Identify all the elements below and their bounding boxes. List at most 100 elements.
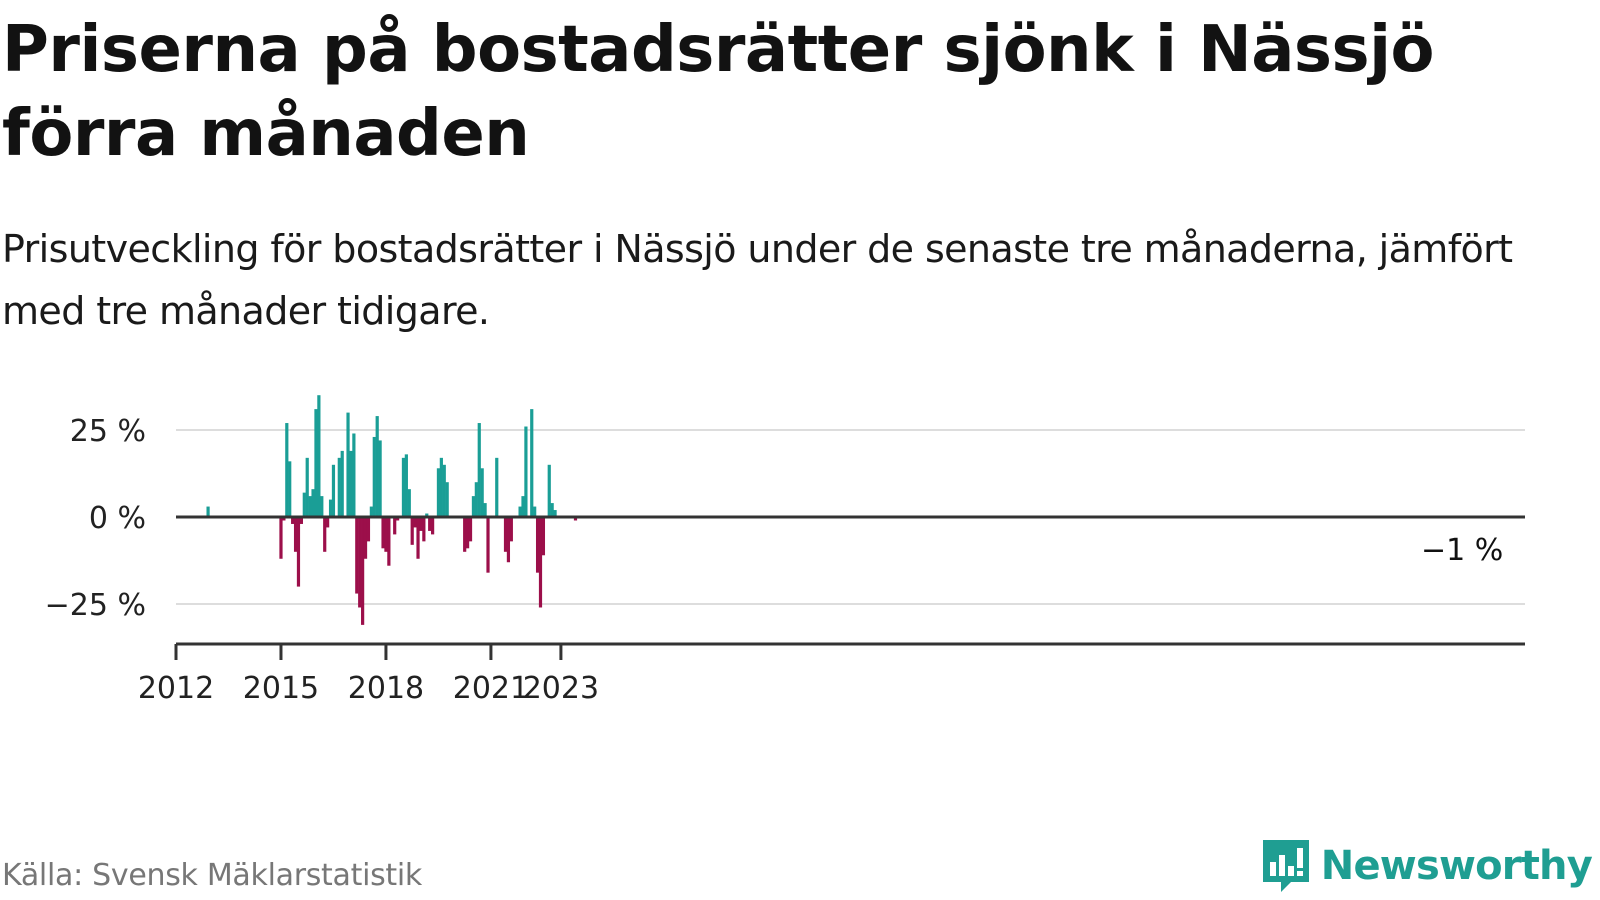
bar-negative xyxy=(541,517,546,556)
bar-negative xyxy=(410,517,414,545)
bar-positive xyxy=(533,506,537,517)
bar-negative xyxy=(463,517,467,552)
bar-negative xyxy=(413,517,417,528)
bar-negative xyxy=(396,517,400,521)
bar-positive xyxy=(340,450,344,517)
bar-positive xyxy=(530,409,534,517)
bar-negative xyxy=(355,517,359,594)
bar-positive xyxy=(305,457,309,517)
bar-negative xyxy=(384,517,388,552)
chart-subtitle: Prisutveckling för bostadsrätter i Nässj… xyxy=(2,227,1513,333)
grid-lines xyxy=(176,429,1525,605)
bar-positive xyxy=(547,464,551,517)
brand-name: Newsworthy xyxy=(1320,843,1593,889)
bar-negative xyxy=(361,517,365,625)
bar-negative xyxy=(422,517,426,542)
bar-positive xyxy=(337,457,341,517)
bar-negative xyxy=(393,517,397,535)
bar-positive xyxy=(483,503,487,517)
bar-negative xyxy=(323,517,327,552)
bar-negative xyxy=(381,517,385,549)
bar-negative xyxy=(506,517,511,563)
bar-positive xyxy=(352,433,356,517)
bar-negative xyxy=(573,517,578,521)
bar-positive xyxy=(317,395,321,517)
bar-positive xyxy=(471,496,476,517)
bar-positive xyxy=(328,499,333,517)
bar-positive xyxy=(439,457,443,517)
bar-positive xyxy=(378,440,382,517)
bar-positive xyxy=(331,464,336,517)
bar-positive xyxy=(474,482,478,517)
bar-negative xyxy=(366,517,371,542)
bar-positive xyxy=(524,426,528,517)
bar-positive xyxy=(553,510,557,517)
bar-positive xyxy=(401,457,406,517)
bar-negative xyxy=(509,517,513,542)
bar-positive xyxy=(311,489,315,517)
bars xyxy=(206,395,578,625)
bar-positive xyxy=(404,454,408,517)
bar-positive xyxy=(550,503,554,517)
bar-negative xyxy=(468,517,473,542)
bar-negative xyxy=(535,517,540,573)
bar-positive xyxy=(308,496,312,517)
bar-negative xyxy=(282,517,286,521)
bar-negative xyxy=(503,517,508,552)
x-tick-label: 2018 xyxy=(348,671,424,706)
bar-positive xyxy=(288,461,292,517)
bar-positive xyxy=(436,468,441,517)
bar-positive xyxy=(346,412,350,517)
bar-negative xyxy=(416,517,420,559)
y-tick-label: −25 % xyxy=(45,588,146,623)
bar-negative xyxy=(296,517,301,587)
last-value-label: −1 % xyxy=(1421,533,1503,568)
bar-positive xyxy=(480,468,484,517)
bar-negative xyxy=(486,517,490,573)
bar-positive xyxy=(369,506,373,517)
bar-positive xyxy=(285,423,289,517)
bar-positive xyxy=(302,492,306,517)
bar-positive xyxy=(314,409,318,517)
bar-positive xyxy=(521,496,525,517)
y-tick-label: 25 % xyxy=(70,414,146,449)
bar-negative xyxy=(431,517,435,535)
x-tick-label: 2021 xyxy=(453,671,529,706)
bar-negative xyxy=(387,517,391,566)
bar-positive xyxy=(442,464,446,517)
bar-positive xyxy=(320,496,324,517)
bar-positive xyxy=(407,489,411,517)
bar-negative xyxy=(326,517,330,528)
x-tick-label: 2012 xyxy=(138,671,214,706)
bar-positive xyxy=(425,513,429,517)
bar-positive xyxy=(206,506,210,517)
bar-negative xyxy=(358,517,362,608)
bar-negative xyxy=(279,517,283,559)
bar-negative xyxy=(293,517,298,552)
bar-negative xyxy=(538,517,543,608)
source-credit: Källa: Svensk Mäklarstatistik xyxy=(2,858,423,893)
bar-positive xyxy=(349,450,353,517)
bar-negative xyxy=(419,517,423,531)
bar-negative xyxy=(291,517,295,524)
bar-negative xyxy=(299,517,303,524)
x-tick-label: 2015 xyxy=(243,671,319,706)
bar-positive xyxy=(372,436,376,517)
bar-negative xyxy=(466,517,470,549)
bar-negative xyxy=(363,517,368,559)
chart-title: Priserna på bostadsrätter sjönk i Nässjö… xyxy=(2,13,1435,171)
y-axis: 25 % 0 % −25 % xyxy=(45,414,146,623)
bar-positive xyxy=(495,457,499,517)
bar-positive xyxy=(375,416,379,517)
bar-positive xyxy=(477,423,481,517)
y-tick-label: 0 % xyxy=(89,501,146,536)
bar-negative xyxy=(428,517,432,531)
bar-positive xyxy=(518,506,522,517)
brand-logo: Newsworthy xyxy=(1261,838,1593,894)
newsworthy-logo-icon xyxy=(1262,840,1309,892)
bar-positive xyxy=(445,482,449,517)
x-tick-label: 2023 xyxy=(523,671,599,706)
annotations: −1 % xyxy=(1421,533,1503,568)
